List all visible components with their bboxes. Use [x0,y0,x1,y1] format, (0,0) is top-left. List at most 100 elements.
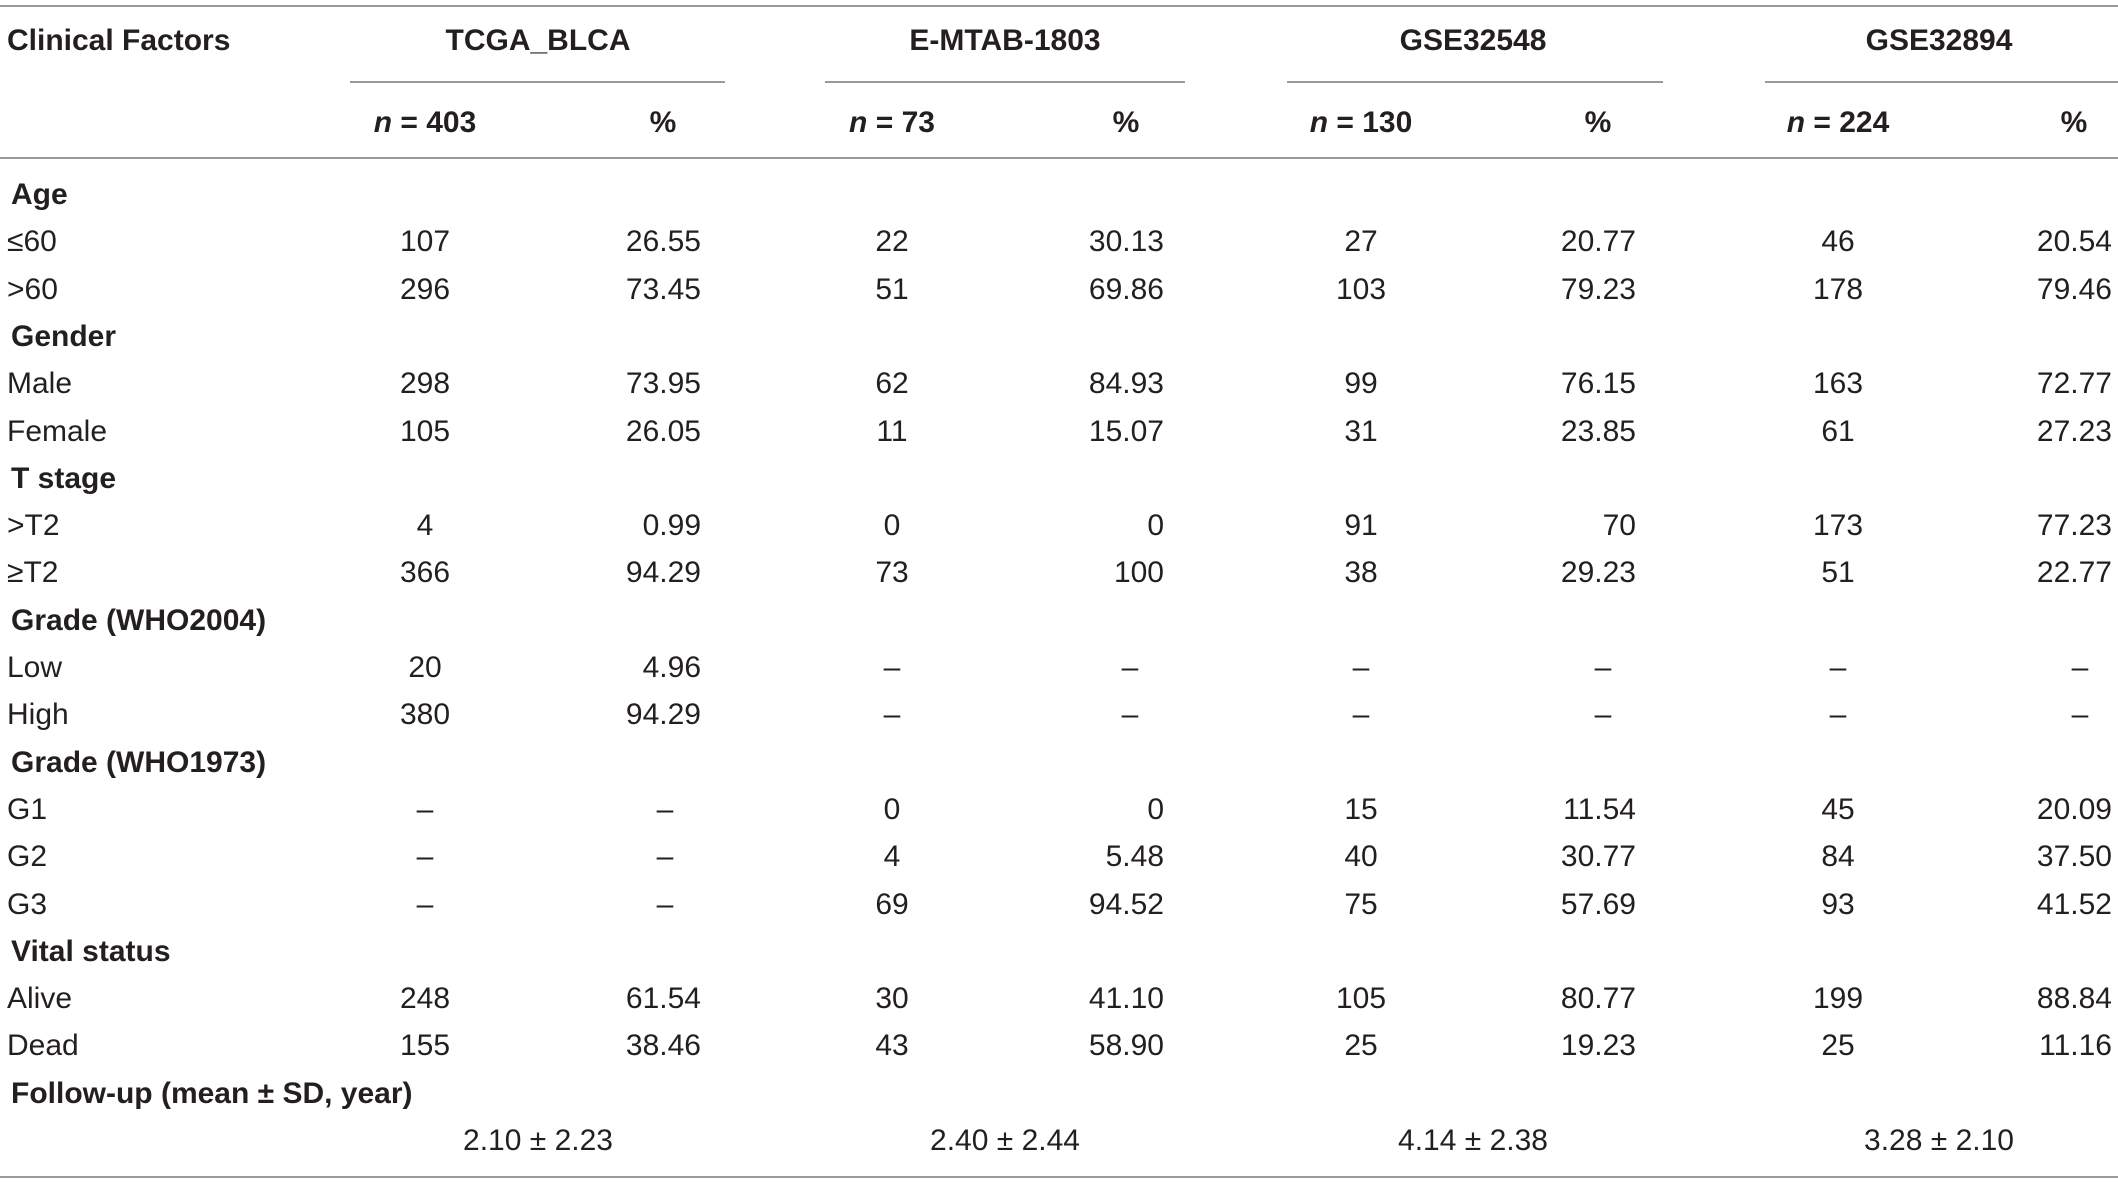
percent-cell: 11.54 [1563,793,1636,826]
row-label: G2 [7,840,48,873]
count-cell: 366 [399,556,451,589]
percent-cell: 29.23 [1560,556,1636,589]
count-cell: 61 [1821,415,1855,448]
row-label: Low [7,651,63,684]
section-header: Gender [11,320,117,353]
percent-cell: 30.77 [1560,840,1636,873]
count-cell: 27 [1344,225,1378,258]
dataset-header-rule [825,81,1185,83]
n-column-header: n = 403 [374,105,477,141]
corner-header: Clinical Factors [7,24,231,57]
count-cell: – [1352,651,1370,684]
count-cell: 22 [875,225,909,258]
section-header: Follow-up (mean ± SD, year) [11,1077,413,1110]
count-cell: – [1829,698,1847,731]
percent-cell: 76.15 [1560,367,1636,400]
count-cell: 30 [875,982,909,1015]
percent-cell: 57.69 [1560,888,1636,921]
percent-cell: 41.10 [1088,982,1164,1015]
percent-cell: 58.90 [1088,1029,1164,1062]
row-label: ≤60 [7,225,57,258]
row-label: Female [7,415,108,448]
n-symbol: n [1309,106,1329,139]
dataset-header-rule [350,81,725,83]
row-label: >T2 [7,509,60,542]
count-cell: 46 [1821,225,1855,258]
n-count: = 73 [867,106,935,139]
count-cell: – [416,888,434,921]
dataset-header: GSE32894 [1865,24,2013,57]
percent-cell: 30.13 [1088,225,1164,258]
percent-cell: – [656,888,674,921]
count-cell: 178 [1812,273,1864,306]
count-cell: 51 [875,273,909,306]
percent-cell: – [1594,698,1612,731]
count-cell: 298 [399,367,451,400]
count-cell: – [416,793,434,826]
n-column-header: n = 130 [1310,105,1413,141]
n-symbol: n [1786,106,1806,139]
n-count: = 403 [392,106,477,139]
percent-cell: – [1121,651,1139,684]
percent-cell: 94.52 [1088,888,1164,921]
count-cell: 199 [1812,982,1864,1015]
percent-cell: 72.77 [2036,367,2112,400]
count-cell: 45 [1821,793,1855,826]
count-cell: 103 [1335,273,1387,306]
count-cell: 296 [399,273,451,306]
n-count: = 224 [1805,106,1890,139]
count-cell: – [883,698,901,731]
count-cell: – [1829,651,1847,684]
percent-cell: 22.77 [2036,556,2112,589]
percent-cell: 20.09 [2036,793,2112,826]
row-label: ≥T2 [7,556,59,589]
count-cell: 20 [408,651,442,684]
percent-cell: 23.85 [1560,415,1636,448]
table-bottom-rule [0,1176,2118,1178]
count-cell: 51 [1821,556,1855,589]
n-symbol: n [849,106,868,139]
followup-cell: 4.14 ± 2.38 [1398,1124,1548,1157]
row-label: G1 [7,793,48,826]
count-cell: 105 [399,415,451,448]
count-cell: 4 [883,840,901,873]
count-cell: 25 [1344,1029,1378,1062]
count-cell: 73 [875,556,909,589]
percent-cell: 0 [1147,793,1164,826]
count-cell: 0 [883,793,901,826]
percent-cell: 20.77 [1560,225,1636,258]
percent-cell: – [656,840,674,873]
section-header: Grade (WHO2004) [11,604,267,637]
percent-column-header: % [649,106,677,139]
table-header-rule [0,157,2118,159]
table-top-rule [0,5,2118,7]
count-cell: 4 [416,509,434,542]
percent-cell: 70 [1602,509,1636,542]
percent-cell: 61.54 [625,982,701,1015]
dataset-header-rule [1287,81,1663,83]
count-cell: 155 [399,1029,451,1062]
section-header: Age [11,178,68,211]
percent-cell: 4.96 [642,651,701,684]
count-cell: 15 [1344,793,1378,826]
count-cell: 248 [399,982,451,1015]
percent-cell: 27.23 [2036,415,2112,448]
percent-cell: 94.29 [625,698,701,731]
count-cell: 107 [399,225,451,258]
count-cell: 0 [883,509,901,542]
count-cell: 43 [875,1029,909,1062]
row-label: High [7,698,69,731]
percent-cell: 79.23 [1560,273,1636,306]
percent-cell: 73.95 [625,367,701,400]
percent-cell: 19.23 [1560,1029,1636,1062]
percent-cell: 79.46 [2036,273,2112,306]
percent-cell: 100 [1113,556,1164,589]
n-symbol: n [373,106,393,139]
n-column-header: n = 224 [1787,105,1890,141]
percent-cell: 88.84 [2036,982,2112,1015]
percent-cell: 73.45 [625,273,701,306]
percent-cell: 69.86 [1088,273,1164,306]
percent-cell: 37.50 [2036,840,2112,873]
percent-cell: 38.46 [625,1029,701,1062]
